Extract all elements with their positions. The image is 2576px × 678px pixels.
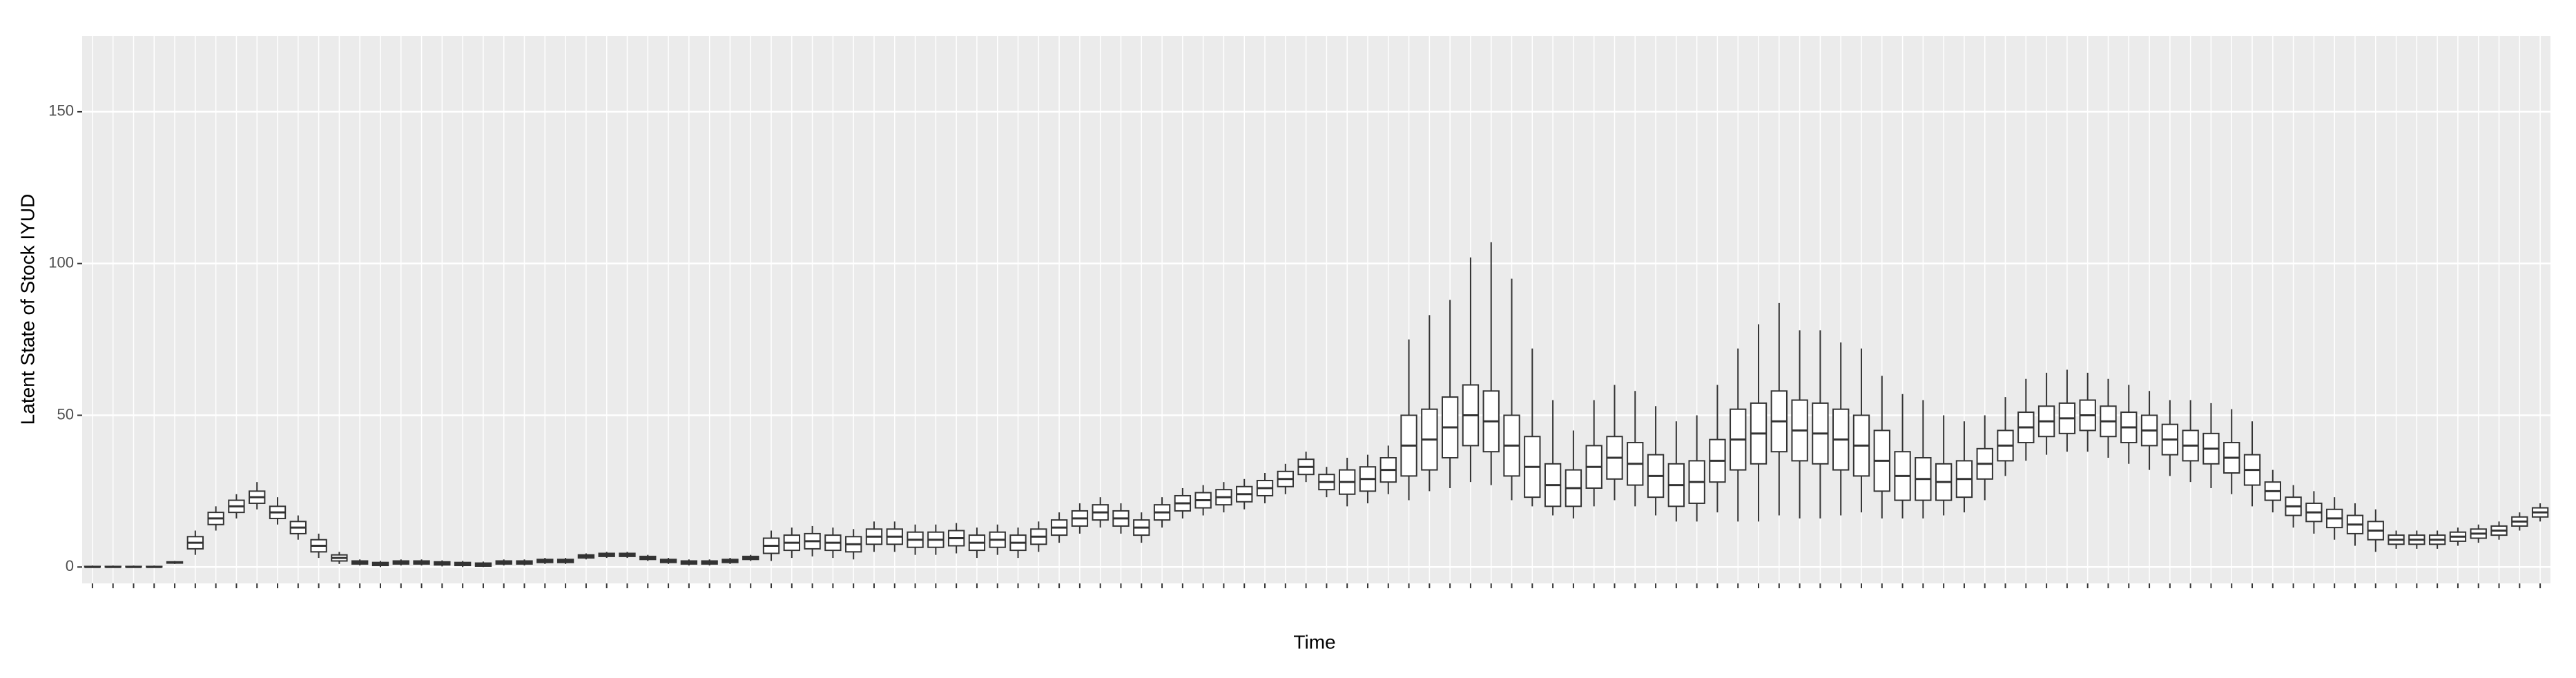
y-tick-label: 150 <box>48 102 74 119</box>
y-tick-label: 100 <box>48 253 74 271</box>
y-tick-label: 0 <box>66 557 74 574</box>
x-axis-title: Time <box>1293 631 1335 652</box>
y-tick-label: 50 <box>57 405 74 423</box>
panel <box>82 36 2550 583</box>
y-axis-title: Latent State of Stock IYUD <box>17 194 38 425</box>
